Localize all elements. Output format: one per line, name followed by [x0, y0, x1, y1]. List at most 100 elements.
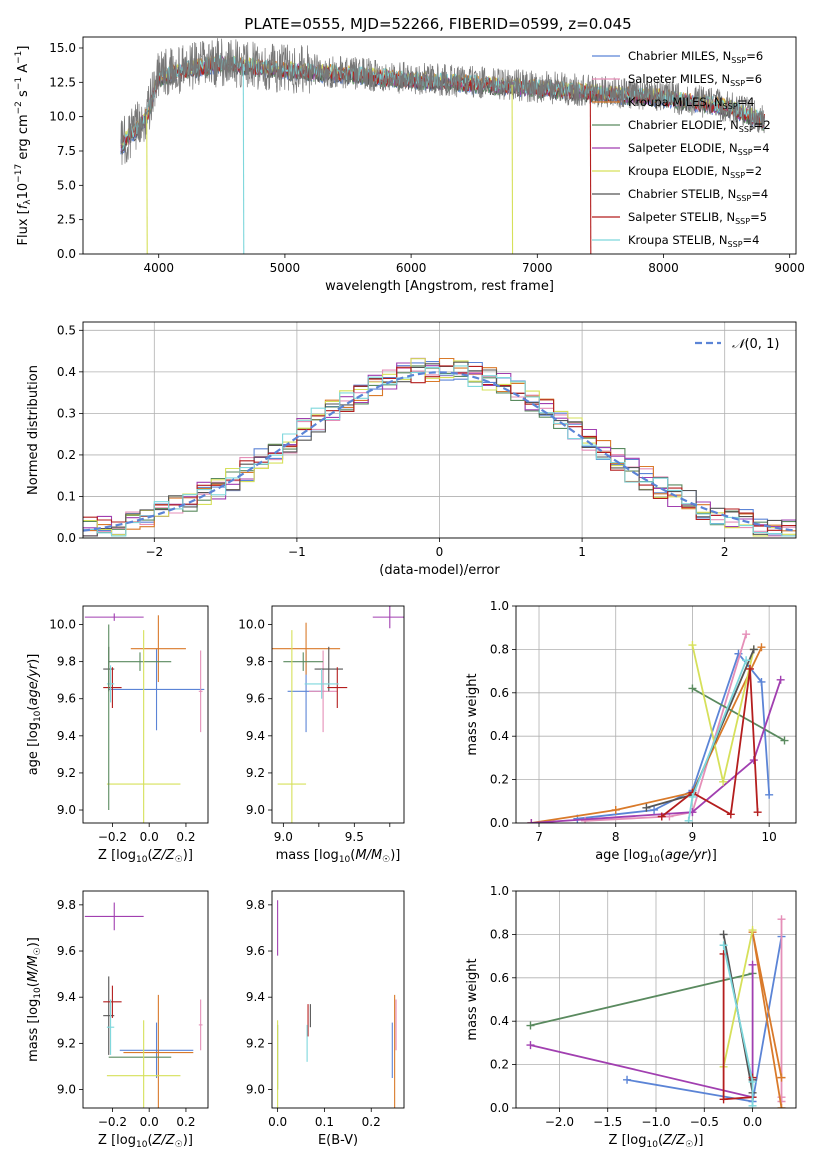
legend-label-kroupa_elodie: Kroupa ELODIE, NSSP=2 — [628, 164, 762, 180]
y-tick-label: 9.0 — [57, 803, 76, 817]
y-tick-label: 9.4 — [246, 729, 265, 743]
plot-area — [277, 900, 397, 1108]
weight-marker-salpeter_elodie — [776, 675, 785, 684]
y-tick-label: 0.0 — [57, 247, 76, 261]
weight-marker-salpeter_miles — [581, 816, 590, 823]
x-tick-label: 0.1 — [315, 1115, 334, 1129]
y-tick-label: 10.0 — [49, 110, 76, 124]
x-tick-label: 0.2 — [176, 1115, 195, 1129]
plot-area — [272, 606, 404, 823]
panel-weight_vs_Z: −2.0 −1.5 −1.0 −0.5 0.0 0.0 0.2 0.4 0.6 0.8 1.0 Z [… — [465, 884, 797, 1150]
hist-kroupa_elodie — [83, 358, 796, 537]
y-tick-label: 0.4 — [490, 1014, 509, 1028]
weight-marker-chabrier_miles — [757, 677, 766, 686]
y-axis-label: mass [log10(M/M☉)] — [26, 937, 43, 1062]
legend-label-kroupa_miles: Kroupa MILES, NSSP=4 — [628, 95, 754, 111]
plot-area — [84, 613, 205, 823]
panel-mass_vs_Z: −0.2 0.0 0.2 9.0 9.2 9.4 9.6 9.8 Z [log10(Z/Z☉)]… — [26, 890, 209, 1150]
y-tick-label: 0.5 — [57, 323, 76, 337]
x-tick-label: 1 — [578, 545, 586, 559]
weight-marker-salpeter_stelib — [726, 810, 735, 819]
weight-marker-salpeter_elodie — [527, 819, 536, 823]
weight-marker-kroupa_miles — [611, 805, 620, 814]
weight-line-chabrier_miles — [577, 651, 771, 820]
weight-marker-salpeter_miles — [777, 915, 786, 924]
x-tick-label: 0.0 — [268, 1115, 287, 1129]
weight-marker-salpeter_stelib — [657, 812, 666, 821]
x-axis-label: Z [log10(Z/Z☉)] — [609, 1133, 704, 1150]
y-axis-label: mass weight — [465, 673, 480, 755]
plot-area — [120, 38, 765, 254]
legend-label-gaussian: 𝒩(0, 1) — [732, 337, 779, 352]
y-tick-label: 9.6 — [57, 692, 76, 706]
legend: Chabrier MILES, NSSP=6 Salpeter MILES, NS… — [592, 49, 771, 249]
hist-kroupa_stelib — [83, 365, 796, 537]
weight-marker-kroupa_stelib — [742, 656, 751, 665]
y-tick-label: 9.4 — [57, 729, 76, 743]
weight-line-salpeter_elodie — [530, 964, 754, 1099]
weight-line-salpeter_elodie — [531, 679, 782, 823]
legend-label-salpeter_elodie: Salpeter ELODIE, NSSP=4 — [628, 141, 770, 157]
weight-marker-salpeter_elodie — [748, 960, 757, 969]
y-tick-label: 0.3 — [57, 406, 76, 420]
y-tick-label: 0.0 — [57, 531, 76, 545]
plot-area — [516, 606, 796, 823]
weight-marker-kroupa_stelib — [688, 792, 697, 801]
axes-frame — [82, 890, 209, 1109]
legend-label-kroupa_stelib: Kroupa STELIB, NSSP=4 — [628, 233, 759, 249]
figure-title: PLATE=0555, MJD=52266, FIBERID=0599, z=0… — [244, 15, 631, 33]
y-tick-label: 9.6 — [246, 944, 265, 958]
y-axis-label: Normed distribution — [26, 365, 41, 495]
weight-marker-salpeter_elodie — [526, 1041, 535, 1050]
legend-label-chabrier_miles: Chabrier MILES, NSSP=6 — [628, 49, 763, 65]
y-tick-label: 12.5 — [49, 75, 76, 89]
x-tick-label: 9.5 — [345, 830, 364, 844]
y-tick-label: 0.6 — [490, 686, 509, 700]
weight-marker-chabrier_elodie — [526, 1021, 535, 1030]
x-tick-label: 8000 — [648, 261, 679, 275]
y-tick-label: 9.4 — [57, 990, 76, 1004]
x-tick-label: 8 — [612, 830, 620, 844]
axes-frame — [271, 605, 405, 824]
hist-chabrier_stelib — [83, 361, 796, 537]
y-tick-label: 9.2 — [57, 766, 76, 780]
axes-frame — [515, 605, 797, 824]
x-axis-label: E(B-V) — [318, 1133, 358, 1148]
weight-marker-kroupa_elodie — [748, 926, 757, 935]
y-tick-label: 0.4 — [57, 365, 76, 379]
y-tick-label: 0.8 — [490, 927, 509, 941]
weight-marker-kroupa_stelib — [719, 941, 728, 950]
x-axis-label: wavelength [Angstrom, rest frame] — [325, 279, 554, 294]
weight-marker-kroupa_elodie — [719, 777, 728, 786]
x-tick-label: 0.0 — [140, 830, 159, 844]
weight-marker-chabrier_stelib — [642, 803, 651, 812]
y-tick-label: 7.5 — [57, 144, 76, 158]
x-tick-label: −1.5 — [593, 1115, 622, 1129]
y-tick-label: 9.8 — [246, 898, 265, 912]
weight-line-kroupa_stelib — [722, 945, 754, 1106]
weight-line-salpeter_miles — [584, 633, 747, 822]
y-axis-label: Flux [fλ10−17 erg cm−2 s−1 A−1] — [14, 46, 33, 246]
y-tick-label: 15.0 — [49, 41, 76, 55]
x-tick-label: 0.0 — [140, 1115, 159, 1129]
y-tick-label: 1.0 — [490, 599, 509, 613]
x-axis-label: Z [log10(Z/Z☉)] — [98, 848, 193, 865]
panel-age_vs_Z: −0.2 0.0 0.2 9.0 9.2 9.4 9.6 9.8 10.0 Z [log10(Z/… — [26, 605, 209, 865]
dropout-kroupa_elodie — [146, 114, 148, 254]
y-tick-label: 5.0 — [57, 178, 76, 192]
x-tick-label: 6000 — [396, 261, 427, 275]
weight-marker-salpeter_miles — [742, 630, 751, 639]
legend-label-salpeter_stelib: Salpeter STELIB, NSSP=5 — [628, 210, 767, 226]
y-tick-label: 10.0 — [49, 618, 76, 632]
weight-line-kroupa_miles — [531, 646, 763, 823]
axes-frame — [271, 890, 405, 1109]
weight-marker-kroupa_stelib — [748, 1077, 757, 1086]
plot-area — [516, 891, 796, 1108]
weight-marker-kroupa_miles — [777, 1073, 786, 1082]
y-tick-label: 0.0 — [490, 1101, 509, 1115]
x-tick-label: 4000 — [143, 261, 174, 275]
x-tick-label: −0.5 — [690, 1115, 719, 1129]
panel-weight_vs_age: 7 8 9 10 0.0 0.2 0.4 0.6 0.8 1.0 age [log10(age/yr… — [465, 599, 797, 865]
y-tick-label: 0.8 — [490, 642, 509, 656]
